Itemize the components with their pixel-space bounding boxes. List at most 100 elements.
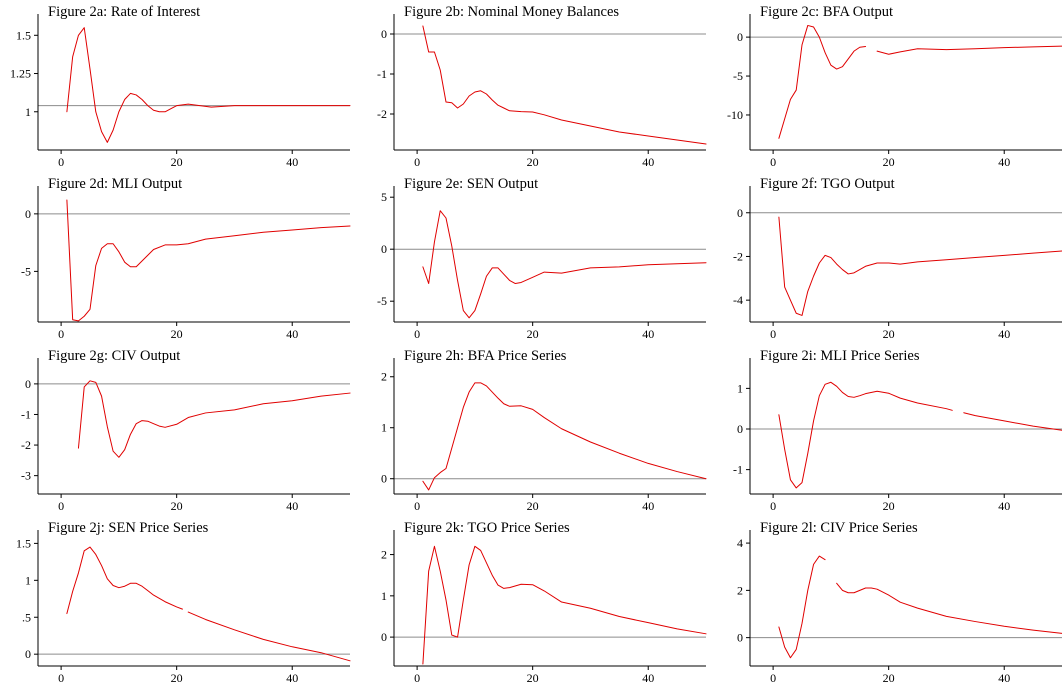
chart-title: Figure 2h: BFA Price Series (404, 348, 567, 364)
chart-title: Figure 2l: CIV Price Series (760, 520, 918, 536)
x-tick-label: 20 (883, 155, 895, 169)
y-tick-label: 4 (737, 536, 743, 550)
x-tick-label: 20 (527, 155, 539, 169)
series-line (66, 27, 351, 143)
y-tick-label: -1 (377, 67, 387, 81)
y-tick-label: -1 (21, 407, 31, 421)
y-tick-label: 1 (25, 573, 31, 587)
chart-svg: 2 1 0 0 20 40 Figure 2k: TGO Price Series (381, 520, 707, 685)
y-tick-label: -1 (733, 463, 743, 477)
y-tick-label: 2 (737, 583, 743, 597)
y-tick-label: 0 (737, 206, 743, 220)
x-tick-label: 20 (171, 499, 183, 513)
chart-svg: 0 -1 -2 0 20 40 Figure 2b: Nominal Money Balan… (377, 4, 707, 169)
x-tick-label: 20 (527, 499, 539, 513)
chart-svg: 0 -5 0 20 40 Figure 2d: MLI Output (21, 176, 351, 341)
chart-panel: 2 1 0 0 20 40 Figure 2h: BFA Price Series (356, 344, 707, 514)
y-tick-label: 0 (25, 377, 31, 391)
x-tick-label: 20 (171, 327, 183, 341)
x-tick-label: 20 (171, 671, 183, 685)
y-tick-label: 0 (737, 422, 743, 436)
y-tick-label: 1.25 (10, 67, 31, 81)
chart-title: Figure 2d: MLI Output (48, 176, 182, 192)
x-tick-label: 40 (642, 499, 654, 513)
y-tick-label: -2 (377, 107, 387, 121)
y-tick-label: 0 (25, 647, 31, 661)
series-line (66, 199, 351, 322)
x-tick-label: 20 (527, 327, 539, 341)
x-tick-label: 20 (883, 671, 895, 685)
chart-panel: 1 1.25 1.5 0 20 40 Figure 2a: Rate of Interest (0, 0, 351, 170)
x-tick-label: 20 (883, 499, 895, 513)
x-tick-label: 40 (286, 155, 298, 169)
y-tick-label: -3 (21, 469, 31, 483)
x-tick-label: 0 (58, 327, 64, 341)
chart-svg: 0 -5 -10 0 20 40 Figure 2c: BFA Output (727, 4, 1062, 169)
x-tick-label: 20 (883, 327, 895, 341)
series-line (422, 382, 707, 491)
x-tick-label: 0 (58, 155, 64, 169)
chart-title: Figure 2i: MLI Price Series (760, 348, 920, 364)
chart-svg: 0 -1 -2 -3 0 20 40 Figure 2g: CIV Output (21, 348, 351, 513)
x-tick-label: 0 (770, 671, 776, 685)
x-tick-label: 0 (414, 327, 420, 341)
x-tick-label: 0 (770, 327, 776, 341)
x-tick-label: 40 (642, 671, 654, 685)
x-tick-label: 40 (998, 327, 1010, 341)
chart-panel: 0 -1 -2 -3 0 20 40 Figure 2g: CIV Output (0, 344, 351, 514)
x-tick-label: 40 (998, 155, 1010, 169)
chart-panel: 0 -5 0 20 40 Figure 2d: MLI Output (0, 172, 351, 342)
chart-panel: 0 -2 -4 0 20 40 Figure 2f: TGO Output (712, 172, 1062, 342)
chart-panel: 4 2 0 0 20 40 Figure 2l: CIV Price Series (712, 516, 1062, 686)
series-line (876, 45, 1062, 55)
chart-panel: 2 1 0 0 20 40 Figure 2k: TGO Price Series (356, 516, 707, 686)
series-line (77, 380, 351, 458)
y-tick-label: -5 (733, 69, 743, 83)
y-tick-label: 1 (381, 589, 387, 603)
y-tick-label: -5 (21, 264, 31, 278)
series-line (778, 381, 953, 489)
chart-title: Figure 2f: TGO Output (760, 176, 895, 192)
series-line (422, 25, 707, 145)
x-tick-label: 0 (770, 155, 776, 169)
y-tick-label: -4 (733, 293, 743, 307)
x-tick-label: 0 (770, 499, 776, 513)
x-tick-label: 40 (642, 327, 654, 341)
x-tick-label: 0 (414, 671, 420, 685)
chart-svg: 1 1.25 1.5 0 20 40 Figure 2a: Rate of Interest (10, 4, 351, 169)
x-tick-label: 20 (171, 155, 183, 169)
y-tick-label: 2 (381, 370, 387, 384)
series-line (778, 555, 826, 659)
y-tick-label: 0 (381, 27, 387, 41)
series-line (836, 582, 1062, 634)
chart-title: Figure 2e: SEN Output (404, 176, 538, 192)
series-line (963, 412, 1062, 431)
x-tick-label: 40 (286, 327, 298, 341)
y-tick-label: 1 (25, 105, 31, 119)
series-line (778, 216, 1062, 316)
chart-panel: 0 -5 -10 0 20 40 Figure 2c: BFA Output (712, 0, 1062, 170)
chart-title: Figure 2c: BFA Output (760, 4, 893, 20)
x-tick-label: 0 (58, 499, 64, 513)
y-tick-label: -5 (377, 294, 387, 308)
y-tick-label: .5 (22, 610, 31, 624)
y-tick-label: -2 (21, 438, 31, 452)
chart-svg: 2 1 0 0 20 40 Figure 2h: BFA Price Series (381, 348, 707, 513)
chart-svg: 1 0 -1 0 20 40 Figure 2i: MLI Price Series (733, 348, 1062, 513)
series-line (66, 546, 183, 615)
chart-title: Figure 2k: TGO Price Series (404, 520, 570, 536)
chart-title: Figure 2g: CIV Output (48, 348, 180, 364)
y-tick-label: 1.5 (16, 536, 31, 550)
x-tick-label: 40 (998, 671, 1010, 685)
x-tick-label: 40 (642, 155, 654, 169)
y-tick-label: 5 (381, 190, 387, 204)
x-tick-label: 0 (414, 155, 420, 169)
chart-panel: 0 -1 -2 0 20 40 Figure 2b: Nominal Money Balan… (356, 0, 707, 170)
y-tick-label: 0 (737, 631, 743, 645)
chart-title: Figure 2j: SEN Price Series (48, 520, 209, 536)
y-tick-label: 0 (381, 472, 387, 486)
y-tick-label: -10 (727, 108, 743, 122)
